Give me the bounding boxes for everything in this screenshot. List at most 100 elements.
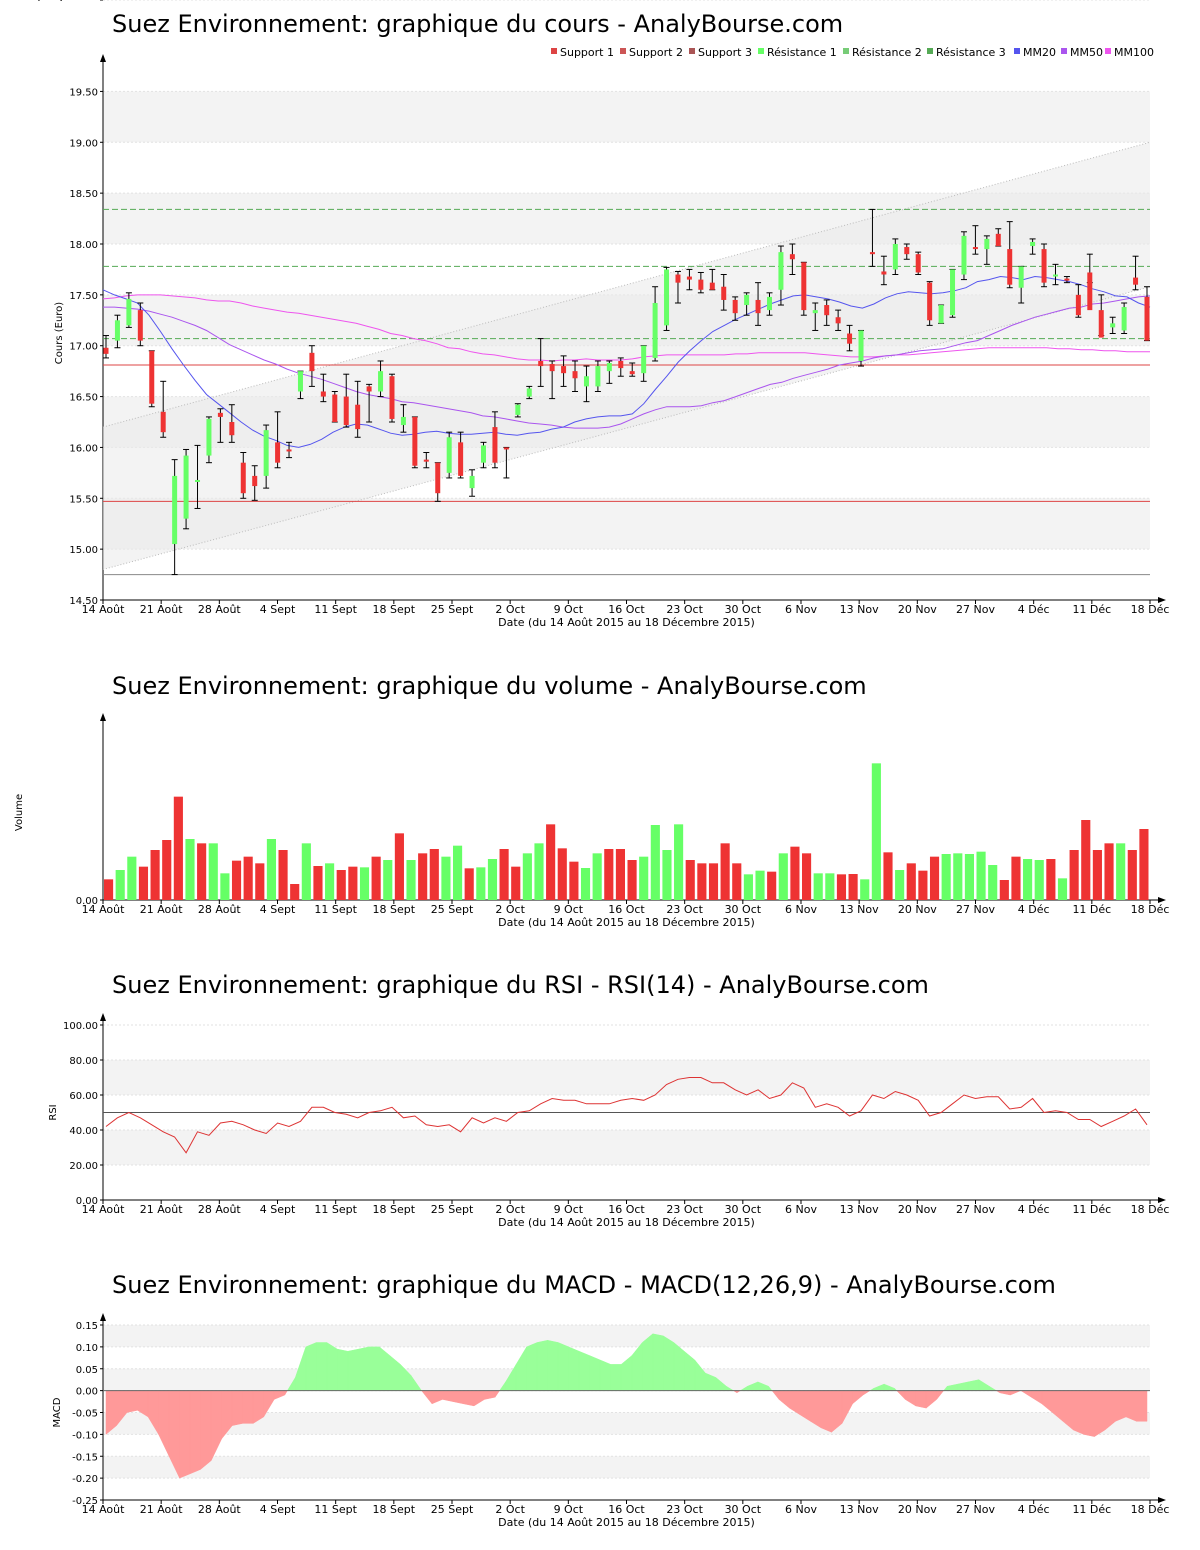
volume-bar xyxy=(127,856,137,900)
candle-body xyxy=(343,396,349,426)
x-tick-label: 28 Août xyxy=(198,903,242,916)
candle-body xyxy=(789,254,795,260)
x-tick-label: 14 Août xyxy=(82,1203,126,1216)
volume-bar xyxy=(929,856,940,900)
volume-bar xyxy=(685,860,695,900)
macd-negative-area xyxy=(105,1390,1148,1479)
candle-body xyxy=(721,286,727,300)
volume-bar xyxy=(615,849,625,900)
x-axis-label: Date (du 14 Août 2015 au 18 Décembre 201… xyxy=(498,1516,755,1529)
y-tick-label: -0.10 xyxy=(72,1430,98,1441)
candle-body xyxy=(561,366,567,374)
y-axis-label: Volume xyxy=(14,794,25,831)
x-tick-label: 4 Déc xyxy=(1018,1203,1050,1216)
background-band xyxy=(103,91,1150,143)
x-tick-label: 14 Août xyxy=(82,1503,126,1516)
candle-body xyxy=(984,238,990,250)
x-tick-label: 11 Déc xyxy=(1072,1203,1111,1216)
volume-bar xyxy=(802,853,812,900)
candle-body xyxy=(1018,266,1024,288)
volume-bar xyxy=(790,846,800,900)
volume-bar xyxy=(755,870,765,900)
x-tick-label: 13 Nov xyxy=(840,1203,879,1216)
x-tick-label: 6 Nov xyxy=(785,903,817,916)
y-axis-label: MACD xyxy=(52,1397,63,1427)
x-tick-label: 4 Sept xyxy=(260,1503,296,1516)
volume-bar xyxy=(743,874,753,900)
legend-label: Résistance 1 xyxy=(767,46,837,59)
y-axis-arrow xyxy=(100,713,106,721)
legend-label: Support 1 xyxy=(560,46,614,59)
candle-body xyxy=(412,416,418,466)
y-tick-label: 14.50 xyxy=(69,596,98,607)
volume-bar xyxy=(1092,850,1102,900)
candle-body xyxy=(675,274,681,283)
volume-bar xyxy=(825,873,835,900)
x-tick-label: 2 Oct xyxy=(495,603,525,616)
candle-body xyxy=(1110,323,1116,328)
x-tick-label: 30 Oct xyxy=(725,903,762,916)
x-tick-label: 13 Nov xyxy=(840,903,879,916)
volume-bar xyxy=(976,851,986,900)
x-tick-label: 27 Nov xyxy=(956,1203,995,1216)
y-tick-label: 17.00 xyxy=(69,342,98,353)
volume-bar xyxy=(639,856,649,900)
x-tick-label: 4 Sept xyxy=(260,903,296,916)
candle-body xyxy=(114,320,120,341)
background-band xyxy=(103,1456,1150,1479)
y-tick-label: 18.00 xyxy=(69,240,98,251)
x-tick-label: 21 Août xyxy=(140,1203,184,1216)
legend-label: Résistance 3 xyxy=(936,46,1006,59)
candle-body xyxy=(378,371,384,392)
candle-body xyxy=(526,388,532,397)
candle-body xyxy=(744,294,750,306)
volume-bar xyxy=(650,825,660,900)
legend-label: Support 3 xyxy=(698,46,752,59)
candle-body xyxy=(869,252,875,255)
volume-bar xyxy=(464,868,474,900)
candle-body xyxy=(641,345,647,374)
volume-bar xyxy=(476,867,486,900)
x-tick-label: 27 Nov xyxy=(956,603,995,616)
x-tick-label: 20 Nov xyxy=(898,1503,937,1516)
volume-bar xyxy=(697,863,707,900)
candle-body xyxy=(469,475,475,489)
x-axis-arrow xyxy=(1158,1197,1166,1203)
volume-bar xyxy=(394,833,404,900)
candle-body xyxy=(972,247,978,250)
x-tick-label: 18 Déc xyxy=(1131,1203,1170,1216)
macd-chart-title: Suez Environnement: graphique du MACD - … xyxy=(112,1271,1056,1299)
x-tick-label: 16 Oct xyxy=(608,1503,645,1516)
volume-bar xyxy=(499,849,509,900)
candle-body xyxy=(881,271,887,275)
legend-label: MM20 xyxy=(1023,46,1056,59)
volume-bar xyxy=(604,849,614,900)
x-tick-label: 18 Déc xyxy=(1131,603,1170,616)
x-tick-label: 23 Oct xyxy=(666,603,703,616)
volume-bar xyxy=(1139,829,1149,900)
x-tick-label: 28 Août xyxy=(198,1503,242,1516)
volume-bar xyxy=(941,854,951,900)
x-axis-arrow xyxy=(1158,1497,1166,1503)
volume-bar xyxy=(1046,859,1056,900)
candle-body xyxy=(183,455,189,519)
volume-bar xyxy=(569,861,579,900)
x-tick-label: 16 Oct xyxy=(608,903,645,916)
x-tick-label: 20 Nov xyxy=(898,1203,937,1216)
candle-body xyxy=(297,371,303,392)
volume-bar xyxy=(104,879,114,900)
x-tick-label: 20 Nov xyxy=(898,603,937,616)
volume-bar xyxy=(453,845,463,900)
candle-body xyxy=(709,282,715,290)
volume-chart-title: Suez Environnement: graphique du volume … xyxy=(112,672,867,700)
candle-body xyxy=(686,276,692,280)
x-tick-label: 23 Oct xyxy=(666,1203,703,1216)
candle-body xyxy=(835,317,841,324)
x-tick-label: 11 Sept xyxy=(314,1503,357,1516)
candle-body xyxy=(858,330,864,361)
y-tick-label: 0.15 xyxy=(76,1321,98,1332)
x-tick-label: 9 Oct xyxy=(554,603,584,616)
x-tick-label: 27 Nov xyxy=(956,903,995,916)
candle-body xyxy=(160,411,166,433)
